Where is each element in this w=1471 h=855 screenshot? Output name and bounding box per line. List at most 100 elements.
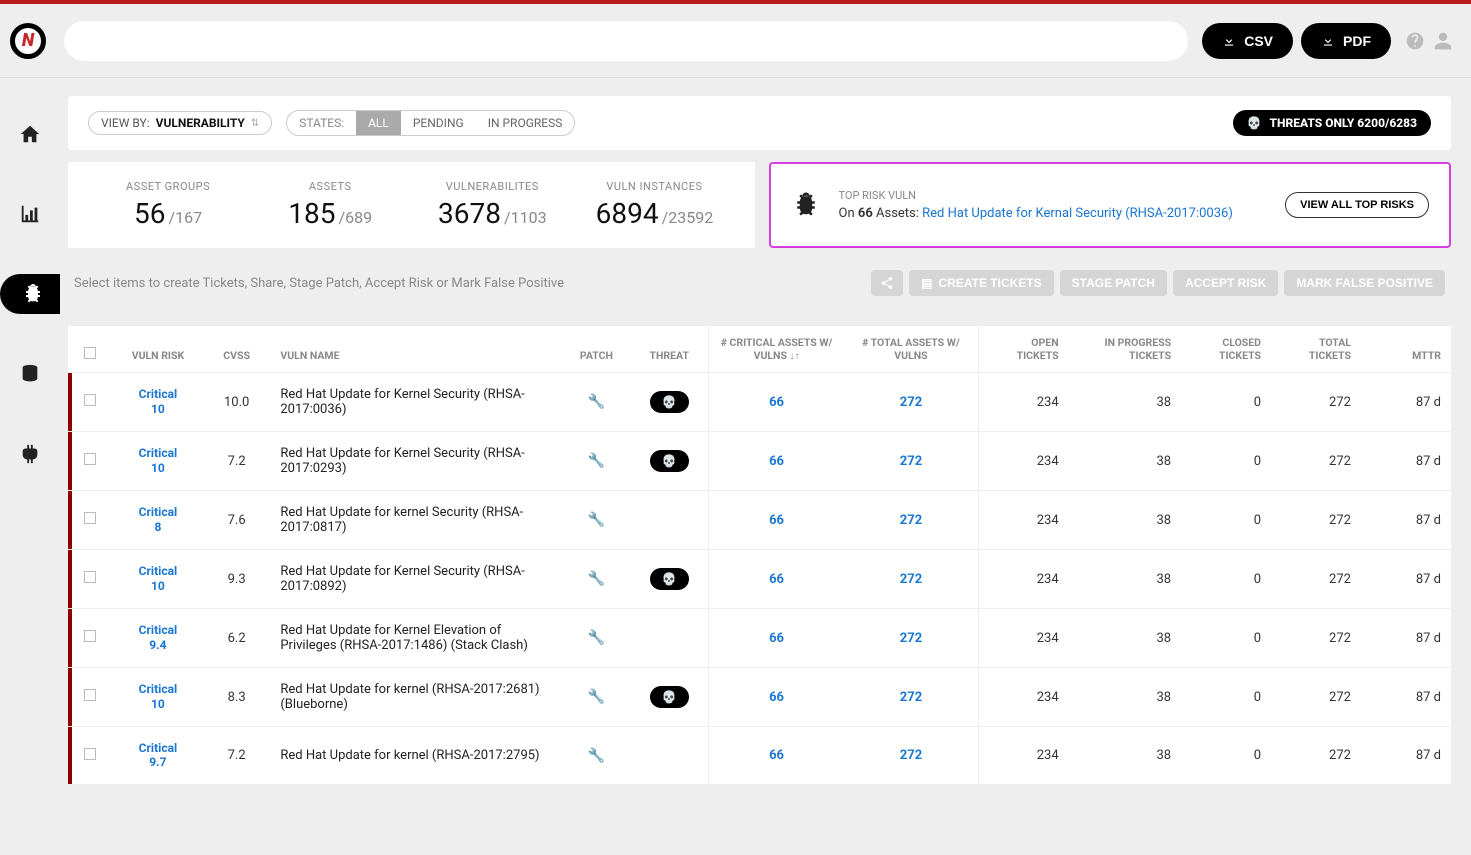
state-all-button[interactable]: ALL [356,111,401,135]
total-assets-link[interactable]: 272 [900,513,922,528]
total-assets-link[interactable]: 272 [900,454,922,469]
wrench-icon[interactable]: 🔧 [588,630,605,646]
search-input[interactable] [64,21,1188,61]
row-checkbox[interactable] [84,453,96,465]
wrench-icon[interactable]: 🔧 [588,748,605,764]
stat-value: 56 [134,197,165,230]
table-row[interactable]: Critical108.3Red Hat Update for kernel (… [68,668,1451,727]
sidebar-item-analytics[interactable] [6,194,54,234]
critical-assets-link[interactable]: 66 [769,454,784,469]
row-checkbox[interactable] [84,748,96,760]
table-row[interactable]: Critical9.46.2Red Hat Update for Kernel … [68,609,1451,668]
critical-assets-link[interactable]: 66 [769,513,784,528]
mark-false-positive-button[interactable]: MARK FALSE POSITIVE [1284,270,1445,296]
total-assets-link[interactable]: 272 [900,572,922,587]
vuln-name-cell[interactable]: Red Hat Update for Kernel Elevation of P… [280,623,527,653]
total-assets-link[interactable]: 272 [900,631,922,646]
vuln-name-cell[interactable]: Red Hat Update for Kernel Security (RHSA… [280,446,524,476]
stat-label: ASSETS [254,180,406,193]
total-tickets-cell: 272 [1271,491,1361,550]
export-pdf-button[interactable]: PDF [1301,23,1391,59]
inprogress-tickets-cell: 38 [1069,609,1181,668]
col-mttr[interactable]: MTTR [1361,326,1451,373]
col-closed[interactable]: CLOSED TICKETS [1181,326,1271,373]
state-pending-button[interactable]: PENDING [401,111,476,135]
download-icon [1222,34,1236,48]
total-assets-link[interactable]: 272 [900,395,922,410]
col-total-tickets[interactable]: TOTAL TICKETS [1271,326,1361,373]
row-checkbox[interactable] [84,394,96,406]
state-inprogress-button[interactable]: IN PROGRESS [476,111,575,135]
col-open[interactable]: OPEN TICKETS [979,326,1069,373]
view-all-top-risks-button[interactable]: VIEW ALL TOP RISKS [1285,192,1429,218]
closed-tickets-cell: 0 [1181,491,1271,550]
mttr-cell: 87 d [1361,491,1451,550]
open-tickets-cell: 234 [979,550,1069,609]
top-risk-count: 66 [858,206,873,221]
sidebar-item-data[interactable] [6,354,54,394]
col-cvss[interactable]: CVSS [203,326,270,373]
wrench-icon[interactable]: 🔧 [588,453,605,469]
stage-patch-button[interactable]: STAGE PATCH [1060,270,1167,296]
sidebar-item-home[interactable] [6,114,54,154]
select-all-checkbox[interactable] [84,347,96,359]
row-checkbox[interactable] [84,571,96,583]
table-row[interactable]: Critical9.77.2Red Hat Update for kernel … [68,727,1451,785]
threat-badge: 💀 [650,686,689,708]
open-tickets-cell: 234 [979,432,1069,491]
view-by-selector[interactable]: VIEW BY: VULNERABILITY ⇅ [88,111,272,135]
col-critical-assets[interactable]: # CRITICAL ASSETS W/ VULNS ↓↑ [709,326,844,373]
row-checkbox[interactable] [84,630,96,642]
sort-icon: ↓↑ [790,351,800,362]
cvss-cell: 7.2 [203,727,270,785]
critical-assets-link[interactable]: 66 [769,631,784,646]
mttr-cell: 87 d [1361,432,1451,491]
user-icon[interactable] [1433,31,1453,51]
open-tickets-cell: 234 [979,491,1069,550]
mttr-cell: 87 d [1361,550,1451,609]
share-button[interactable] [871,270,903,296]
table-row[interactable]: Critical109.3Red Hat Update for Kernel S… [68,550,1451,609]
vuln-name-cell[interactable]: Red Hat Update for Kernel Security (RHSA… [280,564,524,594]
top-risk-link[interactable]: Red Hat Update for Kernal Security (RHSA… [922,206,1233,221]
vuln-name-cell[interactable]: Red Hat Update for kernel Security (RHSA… [280,505,523,535]
table-row[interactable]: Critical87.6Red Hat Update for kernel Se… [68,491,1451,550]
create-tickets-button[interactable]: ▤CREATE TICKETS [909,270,1053,296]
wrench-icon[interactable]: 🔧 [588,512,605,528]
vuln-name-cell[interactable]: Red Hat Update for kernel (RHSA-2017:279… [280,748,539,763]
vuln-risk-cell: Critical10 [139,387,178,416]
severity-bar [68,491,72,549]
vuln-name-cell[interactable]: Red Hat Update for kernel (RHSA-2017:268… [280,682,539,712]
critical-assets-link[interactable]: 66 [769,395,784,410]
vuln-name-cell[interactable]: Red Hat Update for Kernel Security (RHSA… [280,387,524,417]
col-patch[interactable]: PATCH [563,326,630,373]
sidebar-item-integrations[interactable] [6,434,54,474]
row-checkbox[interactable] [84,512,96,524]
help-icon[interactable] [1405,31,1425,51]
closed-tickets-cell: 0 [1181,432,1271,491]
col-vuln-risk[interactable]: VULN RISK [113,326,203,373]
col-threat[interactable]: THREAT [630,326,709,373]
accept-risk-button[interactable]: ACCEPT RISK [1173,270,1278,296]
col-inprogress[interactable]: IN PROGRESS TICKETS [1069,326,1181,373]
critical-assets-link[interactable]: 66 [769,572,784,587]
export-csv-button[interactable]: CSV [1202,23,1293,59]
table-row[interactable]: Critical1010.0Red Hat Update for Kernel … [68,373,1451,432]
wrench-icon[interactable]: 🔧 [588,571,605,587]
row-checkbox[interactable] [84,689,96,701]
total-assets-link[interactable]: 272 [900,690,922,705]
total-assets-link[interactable]: 272 [900,748,922,763]
critical-assets-link[interactable]: 66 [769,690,784,705]
threats-only-toggle[interactable]: 💀 THREATS ONLY 6200/6283 [1233,110,1431,136]
critical-assets-link[interactable]: 66 [769,748,784,763]
wrench-icon[interactable]: 🔧 [588,689,605,705]
wrench-icon[interactable]: 🔧 [588,394,605,410]
sidebar-item-vulnerabilities[interactable] [0,274,60,314]
closed-tickets-cell: 0 [1181,609,1271,668]
table-row[interactable]: Critical107.2Red Hat Update for Kernel S… [68,432,1451,491]
total-tickets-cell: 272 [1271,550,1361,609]
cvss-cell: 9.3 [203,550,270,609]
col-total-assets[interactable]: # TOTAL ASSETS W/ VULNS [844,326,979,373]
col-vuln-name[interactable]: VULN NAME [270,326,562,373]
total-tickets-cell: 272 [1271,727,1361,785]
